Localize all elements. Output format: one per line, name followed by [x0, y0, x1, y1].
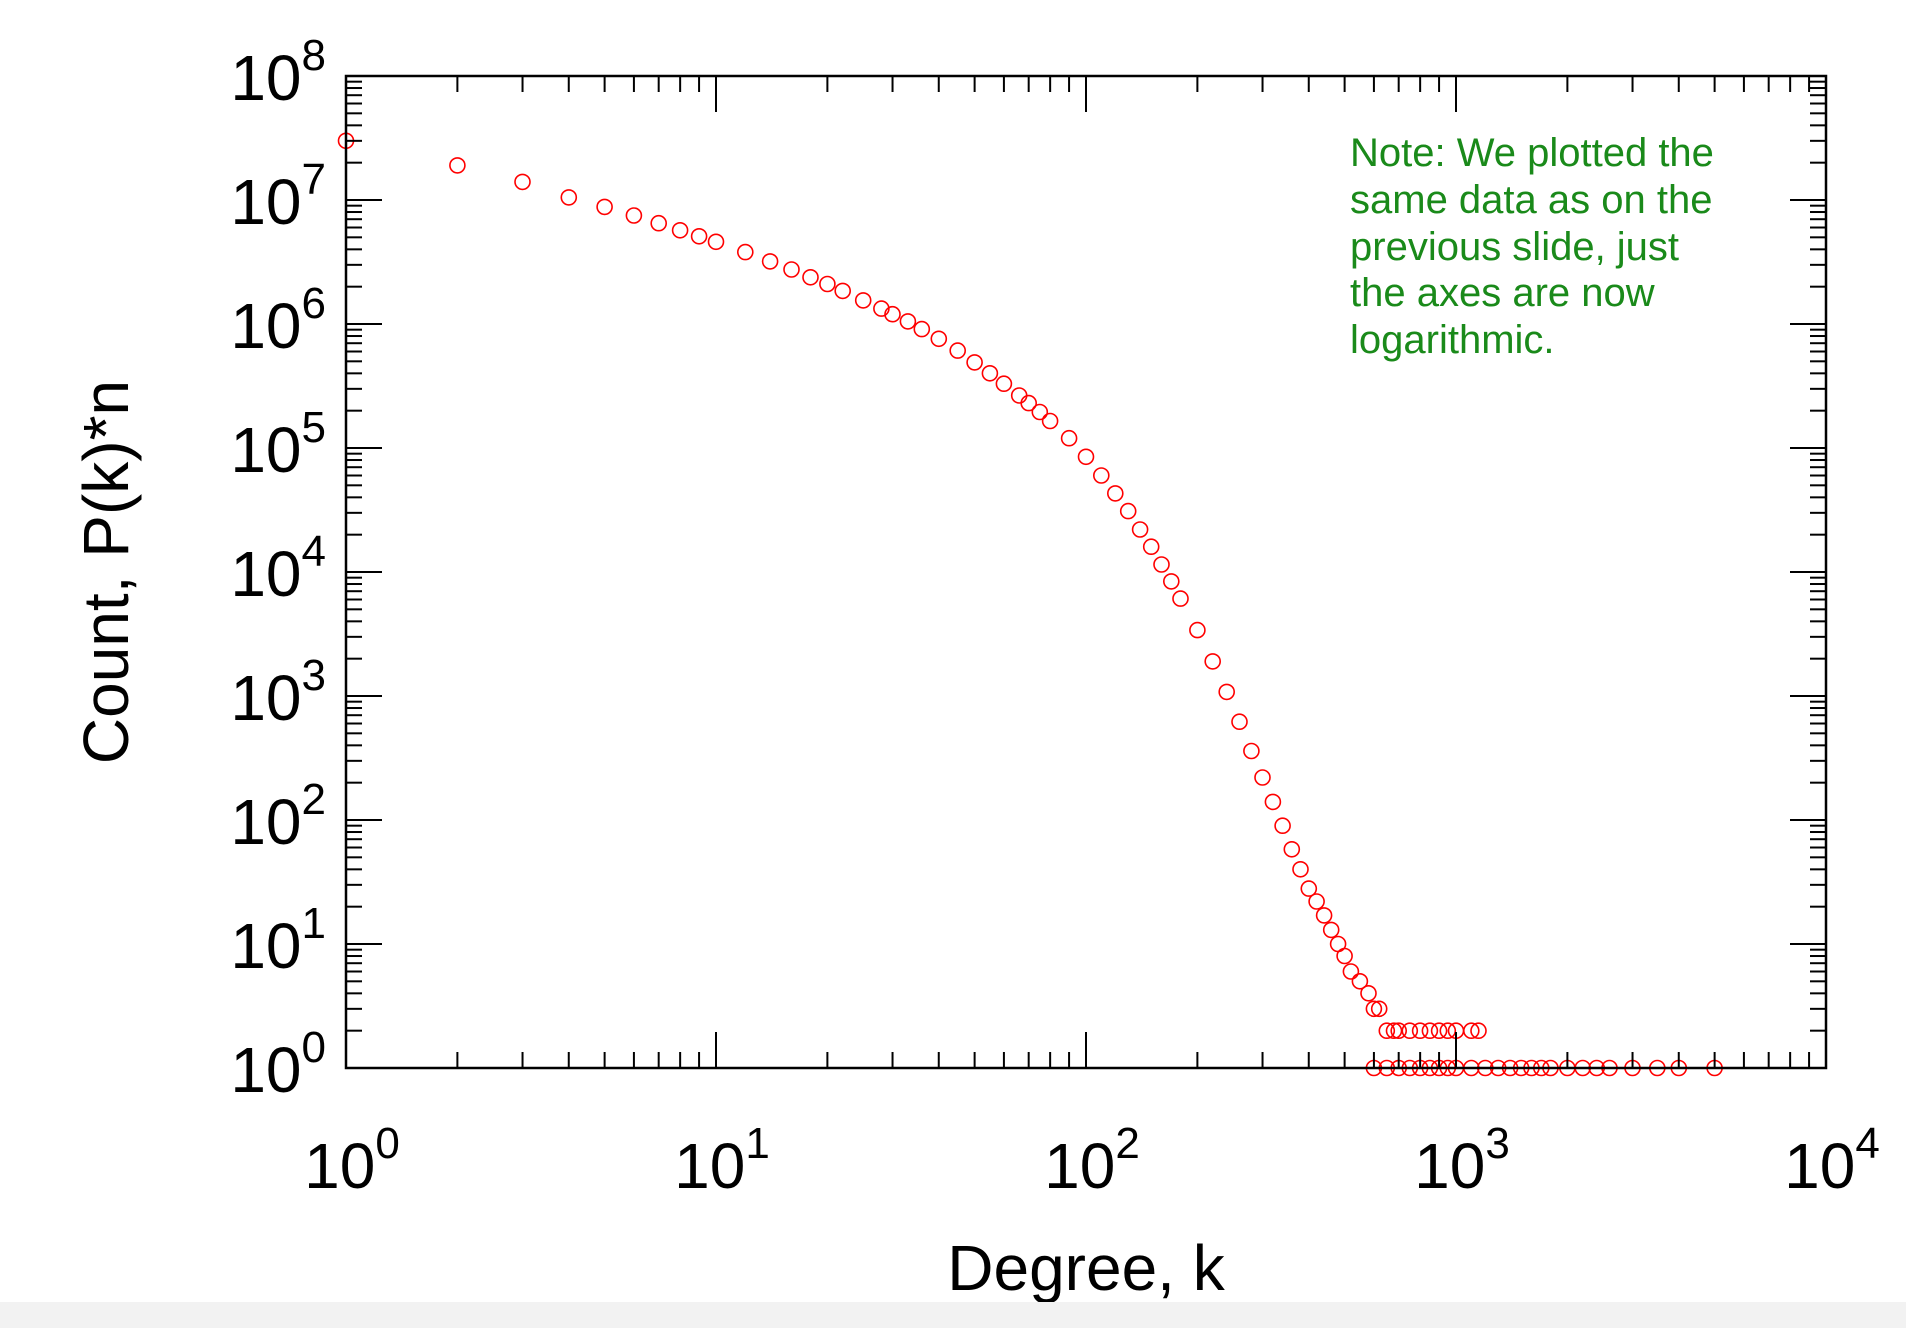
y-tick-label: 107	[230, 155, 326, 238]
data-point	[707, 233, 725, 251]
data-point	[1401, 1022, 1419, 1039]
data-point	[1439, 1022, 1457, 1039]
data-point	[736, 243, 754, 261]
data-point	[1142, 538, 1160, 556]
data-point	[1031, 403, 1049, 421]
data-point	[1119, 502, 1137, 520]
data-point	[1351, 972, 1369, 990]
data-point	[930, 330, 948, 348]
data-point	[1411, 1022, 1429, 1039]
x-tick-label: 101	[674, 1119, 770, 1202]
data-point	[1365, 1000, 1383, 1018]
annotation-note: Note: We plotted the same data as on the…	[1350, 131, 1714, 363]
data-point	[625, 207, 643, 224]
data-point	[690, 228, 708, 245]
data-point	[1315, 907, 1333, 924]
data-point	[596, 198, 613, 216]
y-tick-labels: 100 101 102 103 104 105 106 107 108	[230, 31, 326, 1106]
data-point	[1060, 429, 1078, 447]
data-point	[1254, 769, 1271, 786]
data-point	[560, 189, 578, 206]
y-tick-label: 105	[230, 403, 326, 486]
data-point	[1093, 467, 1110, 484]
data-point	[1283, 840, 1301, 858]
data-point	[1308, 893, 1325, 910]
data-point	[1300, 880, 1318, 897]
y-tick-label: 104	[230, 527, 326, 610]
data-point	[1041, 412, 1059, 430]
data-point	[1370, 1000, 1388, 1018]
data-point	[1360, 984, 1377, 1002]
data-point	[1020, 394, 1037, 412]
y-tick-label: 103	[230, 651, 326, 734]
data-point	[1292, 860, 1309, 878]
data-point	[1010, 387, 1028, 404]
data-point	[783, 261, 800, 278]
data-point	[1274, 817, 1291, 835]
data-point	[1378, 1022, 1396, 1039]
data-point	[854, 292, 872, 309]
x-tick-label: 104	[1784, 1119, 1880, 1202]
data-point	[671, 222, 689, 239]
data-point	[1336, 947, 1353, 965]
data-point	[1204, 653, 1221, 670]
data-point	[650, 214, 668, 232]
data-point	[1322, 921, 1340, 939]
data-point	[1243, 742, 1260, 760]
data-point	[802, 268, 819, 286]
x-tick-label: 103	[1414, 1119, 1510, 1202]
y-tick-label: 101	[230, 899, 326, 982]
y-tick-label: 108	[230, 31, 326, 114]
data-point	[1342, 963, 1360, 980]
data-point	[1463, 1022, 1480, 1039]
x-tick-labels: 100 101 102 103 104	[304, 1119, 1880, 1202]
data-point	[1264, 793, 1282, 811]
x-tick-label: 100	[304, 1119, 400, 1202]
data-point	[884, 305, 901, 323]
footer-bar	[0, 1302, 1906, 1328]
y-tick-label: 102	[230, 775, 326, 858]
x-tick-label: 102	[1044, 1119, 1140, 1202]
y-tick-label: 106	[230, 279, 326, 362]
data-point	[966, 354, 983, 371]
data-point	[1077, 448, 1095, 466]
data-point	[1107, 485, 1124, 502]
data-point	[995, 375, 1013, 393]
data-point	[1385, 1022, 1403, 1039]
y-axis-title: Count, P(k)*n	[70, 380, 142, 764]
data-point	[834, 282, 852, 300]
data-point	[873, 300, 890, 317]
data-point	[1153, 556, 1170, 573]
data-point	[1218, 683, 1235, 701]
axis-ticks	[345, 75, 1827, 1069]
data-point	[899, 313, 917, 330]
data-point	[913, 320, 931, 338]
data-point	[819, 275, 836, 293]
data-point	[449, 157, 466, 174]
data-point	[1421, 1022, 1439, 1039]
data-point	[1131, 521, 1149, 538]
data-point	[1189, 621, 1206, 639]
data-point	[1430, 1022, 1448, 1039]
data-point	[1163, 573, 1180, 590]
data-point	[1172, 590, 1189, 607]
data-point	[1390, 1022, 1407, 1039]
data-point	[1470, 1022, 1487, 1039]
data-point	[981, 364, 999, 382]
data-point	[1231, 713, 1248, 731]
data-point	[761, 253, 779, 270]
y-tick-label: 100	[230, 1023, 326, 1106]
data-point	[949, 342, 967, 359]
x-axis-title: Degree, k	[947, 1232, 1225, 1304]
data-point	[514, 173, 531, 191]
